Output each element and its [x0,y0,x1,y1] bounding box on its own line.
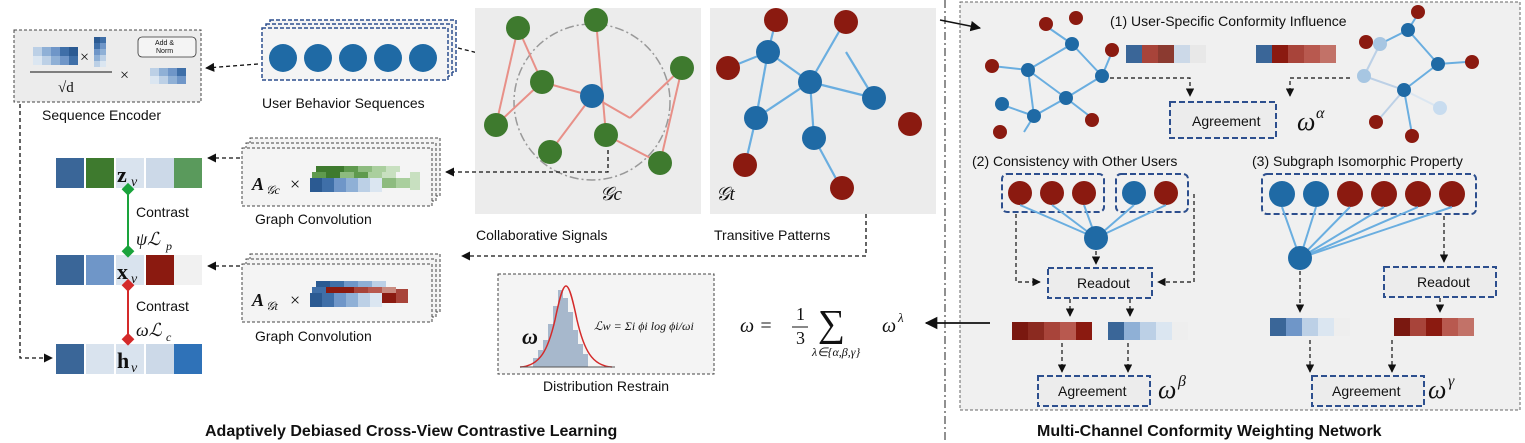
query-matrix-icon [33,47,78,65]
svg-text:ω: ω [882,315,896,337]
graph-convolution-label-2: Graph Convolution [255,328,372,344]
distribution-omega: ω [522,324,538,349]
section3-vector-left [1270,318,1350,336]
svg-text:α: α [1316,105,1325,122]
omega-beta: ω [1158,375,1176,404]
readout-beta-label: Readout [1077,275,1130,291]
svg-text:γ: γ [1448,373,1455,390]
sequence-encoder-label: Sequence Encoder [42,107,161,123]
embedding-x [56,255,202,285]
user-behavior-sequences [261,19,457,81]
section1-graph-left [985,11,1119,139]
z-symbol: z [117,162,127,187]
omega-gamma: ω [1428,375,1446,404]
collaborative-graph [475,8,701,214]
section1-title: (1) User-Specific Conformity Influence [1110,13,1347,29]
value-matrix-icon [150,68,186,84]
section2-center-node [1084,226,1108,250]
svg-text:×: × [290,290,300,310]
svg-text:v: v [131,272,138,287]
distribution-label: Distribution Restrain [543,378,669,394]
key-matrix-icon [94,37,106,67]
section1-vector-right [1256,45,1336,63]
gt-symbol: 𝒢t [716,184,736,205]
svg-text:1: 1 [796,304,805,324]
svg-text:𝒢t: 𝒢t [266,299,279,313]
sequence-encoder: × √d × Add & Norm [13,29,202,103]
section1-vector-left [1126,45,1206,63]
graph-convolution-c [241,137,441,207]
readout-gamma-label: Readout [1417,274,1470,290]
a-gt-symbol: A [251,290,264,310]
svg-text:λ: λ [897,310,904,325]
agreement-gamma-label: Agreement [1332,383,1401,399]
transitive-patterns-label: Transitive Patterns [714,227,830,243]
section2-group-a [1001,173,1105,213]
weight-formula: ω = 1 3 ∑ λ∈{α,β,γ} ω λ [740,303,904,359]
section2-vector-left [1012,322,1092,340]
transitive-graph [710,8,936,214]
distribution-restrain [497,273,715,375]
agreement-gamma-box [1311,375,1425,407]
agreement-alpha-label: Agreement [1192,113,1261,129]
times-symbol-2: × [120,67,129,84]
omega-alpha: ω [1297,107,1315,136]
behavior-label: User Behavior Sequences [262,95,425,111]
loss-omega: ωℒ [136,320,163,340]
loss-psi: ψℒ [136,229,161,249]
sqrt-d: √d [58,80,74,96]
embedding-h [56,344,202,374]
left-title: Adaptively Debiased Cross-View Contrasti… [205,423,617,440]
section1-graph-right [1357,5,1479,143]
section3-center-node [1288,246,1312,270]
graph-convolution-label-1: Graph Convolution [255,211,372,227]
x-symbol: x [117,259,128,284]
collaborative-signals-label: Collaborative Signals [476,227,608,243]
times-symbol: × [80,49,89,66]
add-norm-label: Add & [155,40,174,47]
section3-title: (3) Subgraph Isomorphic Property [1252,153,1463,169]
svg-text:c: c [166,330,172,344]
readout-gamma-box [1383,266,1497,298]
contrast-bottom-label: Contrast [136,298,189,314]
svg-text:×: × [290,174,300,194]
svg-text:Norm: Norm [156,48,173,55]
embedding-z [56,158,202,188]
section2-title: (2) Consistency with Other Users [972,153,1177,169]
svg-text:v: v [131,175,138,190]
graph-convolution-t [241,253,441,323]
svg-text:p: p [165,239,172,253]
svg-text:ω =: ω = [740,315,773,337]
contrast-top-label: Contrast [136,204,189,220]
a-gc-symbol: A [251,174,264,194]
agreement-alpha-box [1169,101,1277,139]
right-title: Multi-Channel Conformity Weighting Netwo… [1037,423,1382,440]
agreement-beta-box [1037,375,1151,407]
svg-text:3: 3 [796,328,805,348]
svg-text:𝒢c: 𝒢c [266,183,281,197]
agreement-beta-label: Agreement [1058,383,1127,399]
svg-text:β: β [1177,373,1186,390]
distribution-formula: ℒw = Σi ϕi log ϕi/ωi [594,319,694,333]
readout-beta-box [1047,267,1153,299]
section2-vector-right [1108,322,1188,340]
svg-text:λ∈{α,β,γ}: λ∈{α,β,γ} [811,345,860,359]
section3-group [1261,173,1477,215]
h-symbol: h [117,348,129,373]
section3-vector-right [1394,318,1474,336]
svg-text:v: v [131,361,138,376]
svg-text:∑: ∑ [818,303,845,345]
gc-symbol: 𝒢c [600,184,623,205]
